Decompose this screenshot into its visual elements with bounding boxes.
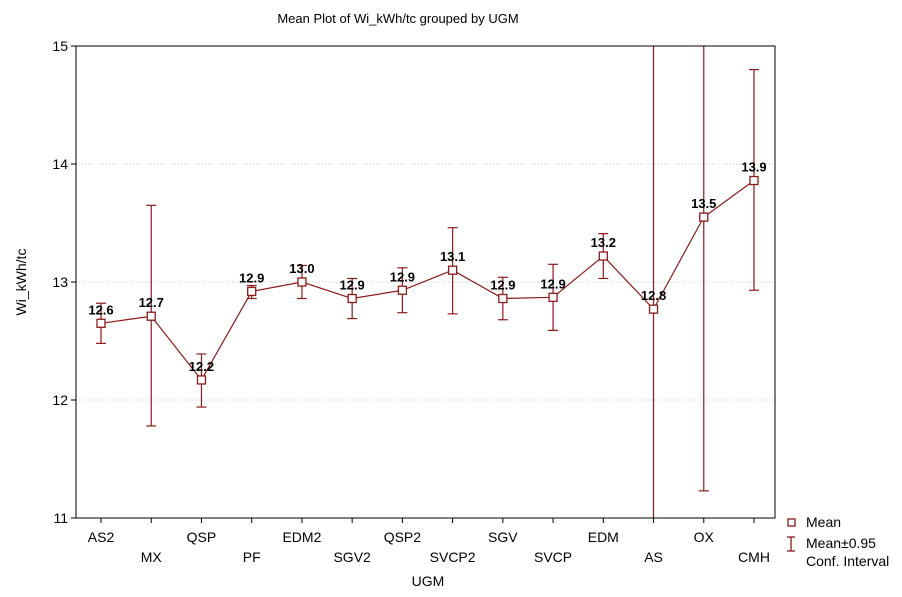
x-axis: AS2 MX QSP PF EDM2 SGV2 QSP2 SVCP2 SGV SVCP EDM AS O… xyxy=(88,518,770,565)
mean-markers xyxy=(96,175,759,385)
mean-marker-edm2 xyxy=(297,277,307,287)
data-label-edm: 13.2 xyxy=(591,235,616,250)
gridlines xyxy=(76,163,775,401)
data-label-as: 12.8 xyxy=(641,288,666,303)
chart-title: Mean Plot of Wi_kWh/tc grouped by UGM xyxy=(277,11,518,26)
mean-marker-as xyxy=(648,304,659,314)
legend-ci-label-line2: Conf. Interval xyxy=(806,553,889,569)
x-tick-label-edm: EDM xyxy=(588,529,619,545)
mean-marker-sgv2 xyxy=(347,293,357,304)
legend-ci-marker xyxy=(787,536,795,552)
data-label-edm2: 13.0 xyxy=(289,261,314,276)
legend-ci-label: Mean±0.95 Conf. Interval xyxy=(806,535,889,569)
x-tick-label-edm2: EDM2 xyxy=(282,529,321,545)
legend-mean-marker xyxy=(787,518,796,527)
legend-ci-label-line1: Mean±0.95 xyxy=(806,535,876,551)
data-label-sgv2: 12.9 xyxy=(339,278,364,293)
y-tick-label-2: 13 xyxy=(52,274,68,290)
data-label-ox: 13.5 xyxy=(691,196,716,211)
data-labels: 12.6 12.7 12.2 12.9 13.0 12.9 12.9 13.1 12.9 12.9… xyxy=(88,160,766,374)
data-label-qsp: 12.2 xyxy=(189,359,214,374)
data-label-sgv: 12.9 xyxy=(490,278,515,293)
data-label-svcp2: 13.1 xyxy=(440,249,465,264)
mean-marker-sgv xyxy=(498,293,508,304)
mean-series-line xyxy=(100,180,755,382)
mean-marker-mx xyxy=(146,311,156,321)
mean-marker-qsp2 xyxy=(397,285,408,295)
x-tick-label-as2: AS2 xyxy=(88,529,115,545)
y-tick-label-0: 11 xyxy=(53,510,68,526)
data-label-mx: 12.7 xyxy=(139,295,164,310)
y-tick-label-4: 15 xyxy=(52,38,68,54)
data-label-svcp: 12.9 xyxy=(540,276,565,291)
mean-marker-edm xyxy=(598,251,608,261)
error-bar-ox xyxy=(698,46,709,492)
x-tick-label-pf: PF xyxy=(243,549,261,565)
data-label-cmh: 13.9 xyxy=(741,160,766,175)
x-tick-label-svcp: SVCP xyxy=(534,549,572,565)
x-tick-label-as: AS xyxy=(644,549,663,565)
y-axis: 11 12 13 14 15 xyxy=(52,38,76,526)
x-axis-label: UGM xyxy=(412,573,445,589)
error-bar-as xyxy=(652,46,655,518)
x-tick-label-mx: MX xyxy=(141,549,163,565)
mean-line xyxy=(100,180,755,382)
data-label-as2: 12.6 xyxy=(88,302,113,317)
x-tick-label-qsp2: QSP2 xyxy=(384,529,422,545)
x-tick-label-svcp2: SVCP2 xyxy=(430,549,476,565)
legend: Mean Mean±0.95 Conf. Interval xyxy=(787,514,889,569)
data-label-qsp2: 12.9 xyxy=(390,269,415,284)
x-tick-label-sgv2: SGV2 xyxy=(333,549,371,565)
x-tick-label-cmh: CMH xyxy=(738,549,770,565)
mean-marker-ox xyxy=(699,212,709,222)
mean-marker-qsp xyxy=(196,375,207,385)
mean-marker-svcp2 xyxy=(447,265,458,275)
legend-mean-label: Mean xyxy=(806,514,841,530)
x-tick-label-ox: OX xyxy=(694,529,715,545)
mean-marker-as2 xyxy=(96,318,106,328)
y-axis-label: Wi_kWh/tc xyxy=(13,249,29,316)
mean-marker-svcp xyxy=(548,292,558,302)
y-tick-label-1: 12 xyxy=(52,392,68,408)
x-tick-label-qsp: QSP xyxy=(187,529,217,545)
mean-marker-cmh xyxy=(749,175,759,186)
data-label-pf: 12.9 xyxy=(239,270,264,285)
y-tick-label-3: 14 xyxy=(52,156,68,172)
x-tick-label-sgv: SGV xyxy=(488,529,518,545)
mean-marker-pf xyxy=(247,286,257,297)
